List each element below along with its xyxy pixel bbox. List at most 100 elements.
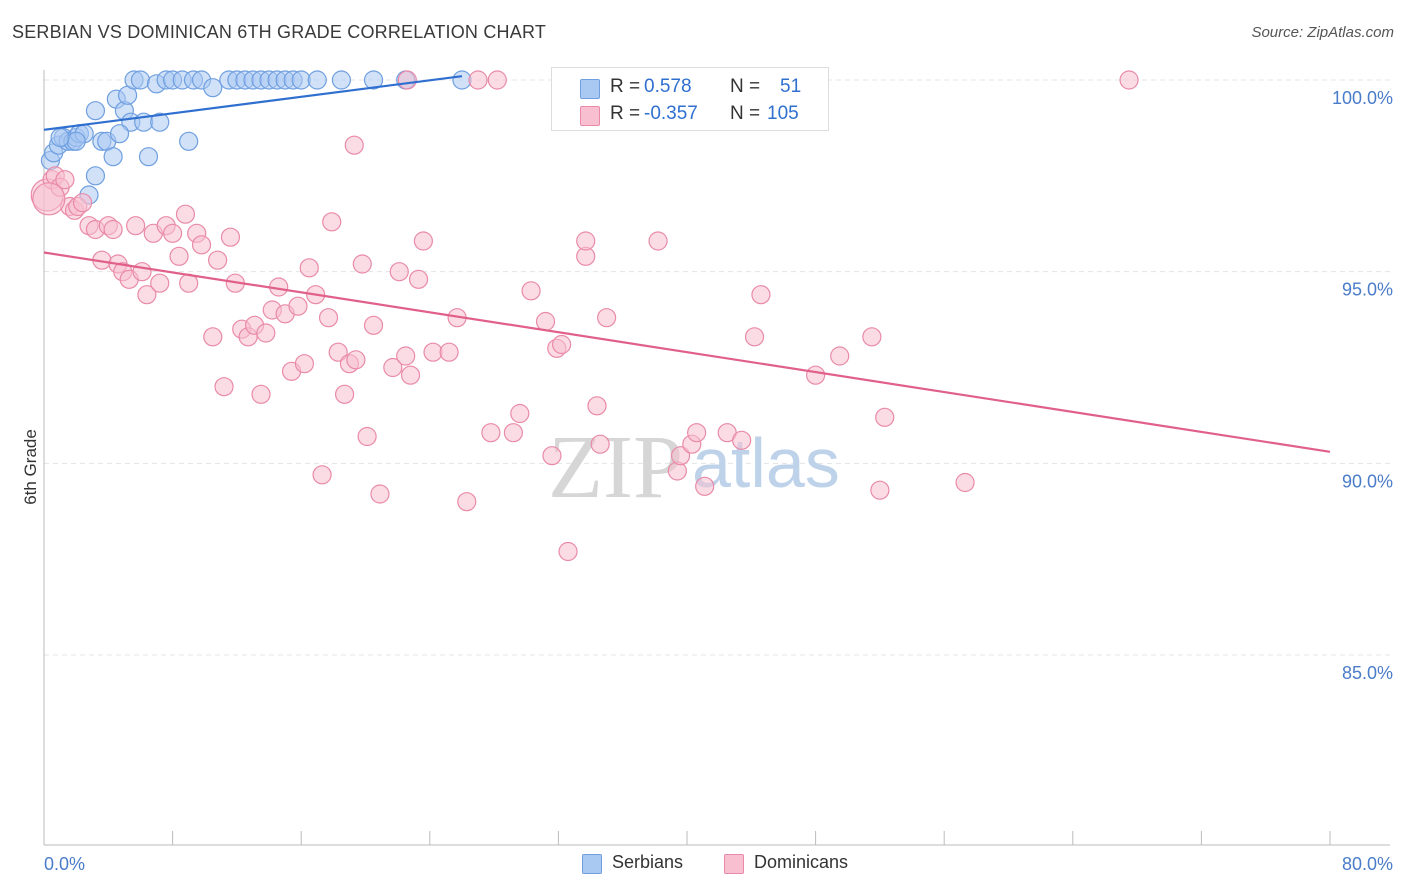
dominicans-point [597,308,617,328]
r-label: R = [610,103,641,124]
dominicans-trend-line [43,251,1331,453]
dominicans-point [346,350,366,370]
dominicans-point [335,384,355,404]
serbians-point [203,78,223,98]
serbians-point [138,147,159,167]
serbians-point [150,112,170,132]
x-axis-ticks: 0.0% 80.0% [44,854,1393,874]
dominicans-point [423,342,443,362]
serbians-point [109,124,130,144]
dominicans-point [132,262,152,282]
dominicans-point [370,484,390,504]
y-axis-ticks: 85.0% 90.0% 95.0% 100.0% [1332,88,1393,683]
dominicans-point [220,227,241,247]
dominicans-r-value: -0.357 [644,103,698,124]
dominicans-point [687,423,707,443]
dominicans-point [288,296,308,316]
dominicans-point [408,269,429,289]
dominicans-point [521,281,541,301]
serbians-point [363,70,384,90]
dominicans-point [468,70,488,90]
serbians-point [307,70,327,90]
dominicans-point [862,327,882,347]
dominicans-point [383,357,403,378]
serbians-point [50,127,70,148]
dominicans-point [558,541,578,562]
dominicans-point [32,182,66,216]
serbians-point [331,70,351,90]
grid-lines [44,79,1390,656]
dominicans-point [163,223,183,243]
y-tick-label: 85.0% [1342,663,1393,683]
dominicans-point [357,426,377,447]
n-label: N = [730,103,761,124]
dominicans-point [552,334,572,355]
dominicans-point [312,465,332,485]
dominicans-point [751,285,771,305]
legend-row-serbians: R = 0.578 N = 51 [552,74,828,102]
dominicans-point [251,384,271,404]
dominicans-point [535,311,556,332]
watermark: ZIP atlas [548,418,840,517]
dominicans-point [72,193,93,213]
watermark-zip: ZIP [548,418,683,517]
dominicans-point [397,70,417,90]
dominicans-point [875,407,895,427]
y-tick-label: 95.0% [1342,280,1393,300]
dominicans-point [400,365,421,385]
n-label: N = [730,76,761,97]
dominicans-point [830,346,850,366]
dominicans-n-value: 105 [767,103,799,124]
y-axis-label: 6th Grade [21,429,40,505]
dominicans-point [299,258,319,278]
dominicans-point [955,472,975,493]
serbians-point [130,70,151,90]
dominicans-point [413,231,433,251]
dominicans-point [169,246,189,266]
dominicans-point [191,235,212,255]
y-tick-label: 100.0% [1332,88,1393,108]
dominicans-point [55,170,75,190]
dominicans-point [481,423,501,443]
dominicans-point [318,308,339,328]
dominicans-point [439,342,459,362]
serbians-trend-line [43,75,463,131]
dominicans-point [695,476,715,496]
dominicans-point [587,396,607,416]
serbians-point [291,70,311,90]
serbians-legend-label: Serbians [612,852,684,872]
dominicans-point [203,327,223,347]
chart-source: Source: ZipAtlas.com [1251,24,1394,41]
dominicans-point [590,434,610,454]
dominicans-point [510,403,530,424]
dominicans-point [648,231,668,251]
serbians-point [85,166,106,186]
dominicans-point [214,377,234,397]
dominicans-point [576,231,596,251]
correlation-legend: R = 0.578 N = 51 R = -0.357 N = 105 [551,67,829,131]
dominicans-point [870,480,890,500]
dominicans-swatch [580,106,600,126]
dominicans-point [294,354,315,374]
dominicans-point [744,327,765,347]
dominicans-point [363,315,384,335]
r-label: R = [610,76,641,97]
dominicans-point [175,204,196,224]
dominicans-point [503,423,523,443]
serbians-point [66,131,86,151]
trend-lines [43,75,1331,453]
dominicans-point [344,135,364,155]
dominicans-point [150,273,170,293]
dominicans-point [487,70,507,90]
serbians-point [85,101,106,121]
dominicans-point [389,262,409,282]
dominicans-point [732,430,752,450]
dominicans-point [256,323,276,343]
serbians-legend-swatch [582,854,602,874]
dominicans-point [396,346,416,366]
dominicans-point [352,254,372,274]
dominicans-point [126,216,146,236]
x-tick-label: 80.0% [1342,854,1393,874]
series-serbians [40,70,826,205]
dominicans-point [137,285,157,305]
